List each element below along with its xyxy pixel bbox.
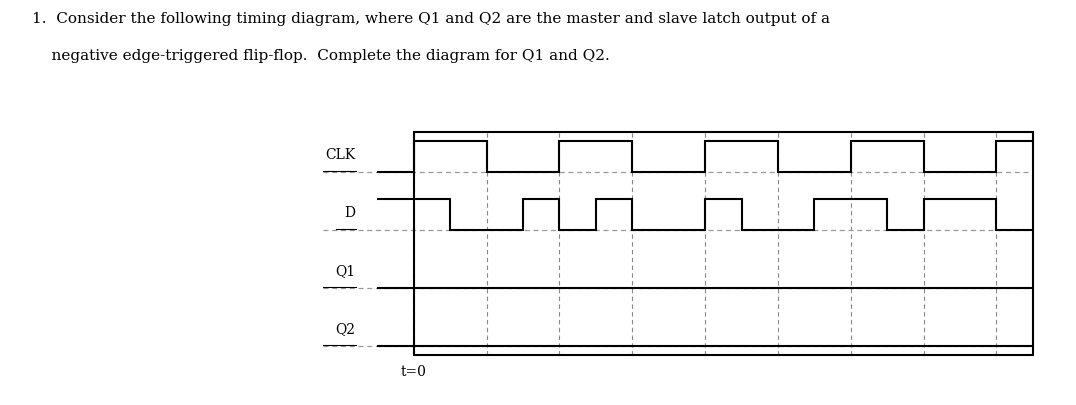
Text: t=0: t=0 xyxy=(401,364,427,378)
Text: negative edge-triggered flip-flop.  Complete the diagram for Q1 and Q2.: negative edge-triggered flip-flop. Compl… xyxy=(32,49,610,62)
Text: D: D xyxy=(344,206,355,220)
Text: 1.  Consider the following timing diagram, where Q1 and Q2 are the master and sl: 1. Consider the following timing diagram… xyxy=(32,12,831,26)
Text: CLK: CLK xyxy=(325,148,355,162)
Text: Q1: Q1 xyxy=(336,264,355,277)
Text: Q2: Q2 xyxy=(336,321,355,335)
Bar xyxy=(414,132,1033,355)
